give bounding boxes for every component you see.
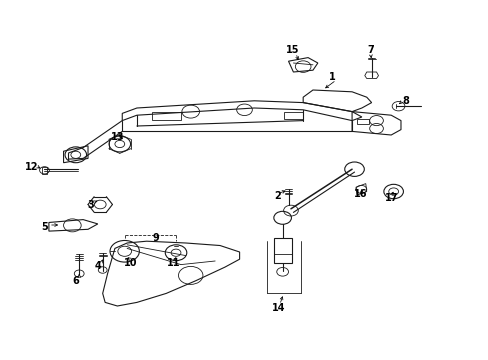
Text: 8: 8 [402, 96, 408, 106]
Bar [151, 112, 181, 120]
Text: 11: 11 [166, 258, 180, 268]
Text: 1: 1 [328, 72, 335, 82]
Text: 9: 9 [152, 233, 159, 243]
Text: 7: 7 [366, 45, 373, 55]
Text: 12: 12 [25, 162, 39, 172]
Text: 15: 15 [285, 45, 299, 55]
Text: 10: 10 [124, 258, 138, 268]
Text: 3: 3 [87, 200, 94, 210]
Text: 14: 14 [271, 303, 285, 313]
Bar [273, 238, 292, 263]
Text: 6: 6 [72, 276, 79, 286]
Text: 13: 13 [110, 132, 124, 142]
Text: 5: 5 [41, 222, 48, 232]
Text: 16: 16 [353, 189, 367, 199]
Text: 2: 2 [274, 191, 281, 201]
Bar [356, 119, 368, 124]
Text: 4: 4 [94, 261, 101, 271]
Text: 17: 17 [384, 193, 397, 203]
Bar [283, 112, 303, 119]
